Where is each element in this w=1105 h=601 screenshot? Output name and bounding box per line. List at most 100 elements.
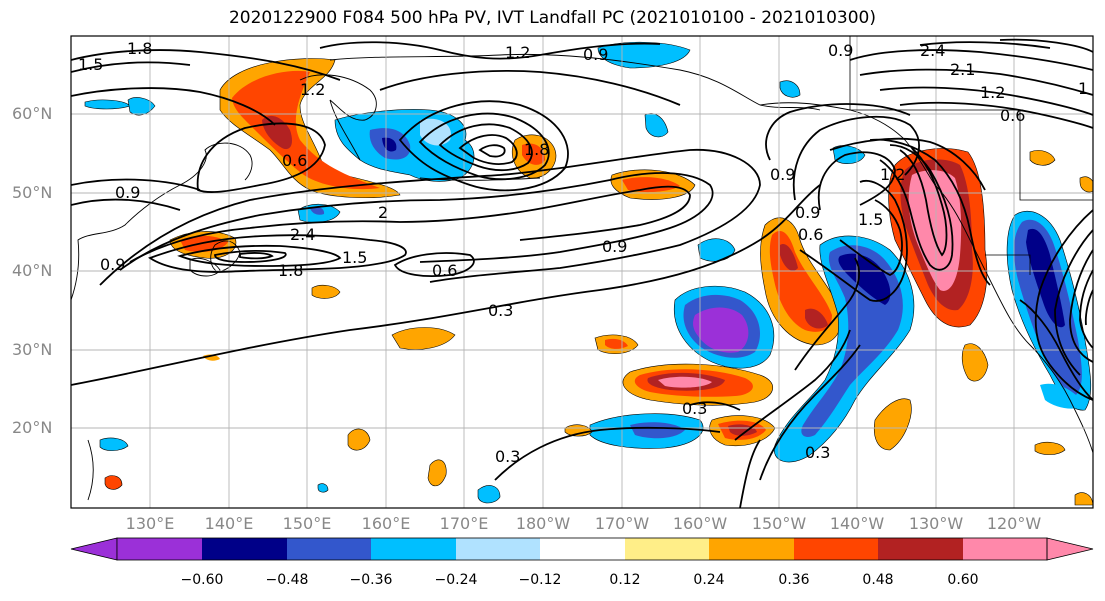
lon-label: 170°W	[594, 514, 650, 533]
contour-line	[71, 184, 821, 386]
coastline	[189, 257, 221, 277]
contour-label: 0.3	[805, 443, 830, 462]
colorbar-tick-label: −0.24	[434, 572, 478, 588]
contour-label: 1.5	[342, 248, 367, 267]
anomaly-positive-region	[780, 244, 798, 271]
contour-label: 1.5	[78, 55, 103, 74]
contour-line	[379, 70, 681, 106]
anomaly-positive-region	[1034, 441, 1066, 455]
contour-line	[899, 147, 948, 257]
lon-label: 140°W	[829, 514, 885, 533]
colorbar-bin	[878, 538, 963, 560]
contour-label: 1.2	[300, 80, 325, 99]
colorbar-tick-label: 0.48	[862, 572, 894, 588]
anomaly-positive-region	[805, 308, 828, 329]
contour-line	[478, 144, 506, 158]
anomaly-positive-region	[427, 459, 447, 487]
contour-label: 0.6	[432, 261, 457, 280]
contour-label: 0.3	[682, 399, 707, 418]
contour-line	[765, 103, 911, 161]
anomaly-positive-region	[622, 177, 680, 193]
contour-line	[239, 252, 274, 260]
contour-line	[794, 257, 861, 371]
anomaly-positive-region	[658, 376, 712, 388]
lat-label: 60°N	[12, 104, 53, 123]
contour-labels: 1.8 1.5 1.2 0.9 0.9 2.4 2.1 1.2 1 0.6 0.…	[78, 39, 1088, 466]
colorbar-bin	[117, 538, 202, 560]
contour-label: 0.9	[828, 41, 853, 60]
lon-label: 150°E	[282, 514, 332, 533]
lat-label: 40°N	[12, 261, 53, 280]
contour-label: 1.8	[127, 39, 152, 58]
contour-label: 2.4	[920, 41, 945, 60]
boundaries	[849, 36, 1093, 275]
contour-line	[71, 87, 276, 126]
contour-label: 0.9	[602, 237, 627, 256]
anomaly-positive-region	[104, 475, 123, 490]
map-content: 1.8 1.5 1.2 0.9 0.9 2.4 2.1 1.2 1 0.6 0.…	[71, 36, 1093, 508]
colorbar-bin	[794, 538, 878, 560]
shaded-anomalies	[84, 41, 1093, 506]
contour-line	[1079, 269, 1093, 349]
contour-line	[214, 250, 287, 263]
lon-label: 130°E	[125, 514, 175, 533]
contour-line	[71, 49, 341, 81]
contour-line	[849, 49, 1093, 71]
colorbar	[70, 537, 1094, 561]
contour-line	[859, 68, 1093, 96]
contour-line	[1084, 289, 1093, 326]
lat-label: 50°N	[12, 183, 53, 202]
contour-label: 0.6	[1000, 106, 1025, 125]
anomaly-negative-region	[779, 80, 801, 98]
anomaly-positive-region	[1079, 176, 1093, 193]
contour-label: 0.6	[798, 225, 823, 244]
colorbar-tick-label: 0.12	[609, 572, 641, 588]
contour-line	[759, 344, 861, 481]
contour-line	[398, 100, 569, 192]
contour-label: 0.9	[115, 183, 140, 202]
anomaly-positive-region	[391, 327, 456, 350]
contour-line	[879, 86, 1093, 116]
contour-line	[196, 122, 326, 193]
contour-label: 0.6	[282, 151, 307, 170]
coastline	[329, 99, 361, 161]
contour-label: 2.4	[290, 225, 315, 244]
contour-label: 2.1	[950, 60, 975, 79]
contour-label: 0.3	[488, 301, 513, 320]
lon-label: 120°W	[986, 514, 1042, 533]
contour-line	[689, 401, 741, 411]
contour-line	[71, 178, 201, 191]
contour-line	[1034, 209, 1093, 401]
contour-line	[739, 439, 761, 508]
contour-label: 0.9	[100, 255, 125, 274]
contour-label: 0.9	[795, 203, 820, 222]
lon-label: 170°E	[439, 514, 489, 533]
lon-label: 140°E	[204, 514, 254, 533]
colorbar-bin	[625, 538, 709, 560]
lon-label: 130°W	[908, 514, 964, 533]
contour-line	[129, 185, 691, 263]
colorbar-tick-label: 0.24	[693, 572, 725, 588]
lat-label: 20°N	[12, 418, 53, 437]
pv-contours	[71, 38, 1093, 508]
contour-line	[1069, 249, 1093, 363]
contour-label: 0.9	[583, 45, 608, 64]
lon-label: 180°W	[515, 514, 571, 533]
contour-line	[1054, 229, 1093, 376]
anomaly-positive-region	[311, 284, 341, 299]
colorbar-bin	[371, 538, 456, 560]
contour-line	[177, 244, 342, 267]
colorbar-frame	[116, 537, 1048, 561]
contour-line	[393, 252, 475, 278]
coastline	[87, 439, 94, 501]
boundary-line	[850, 109, 1093, 201]
anomaly-positive-region	[873, 398, 912, 451]
contour-line	[792, 115, 920, 201]
contour-line	[119, 172, 714, 271]
colorbar-tick-label: −0.48	[265, 572, 309, 588]
anomaly-negative-region	[310, 206, 325, 215]
contour-label: 1.8	[524, 140, 549, 159]
anomaly-negative-region	[630, 422, 685, 439]
anomaly-negative-region	[1026, 228, 1065, 328]
contour-line	[899, 101, 1093, 129]
